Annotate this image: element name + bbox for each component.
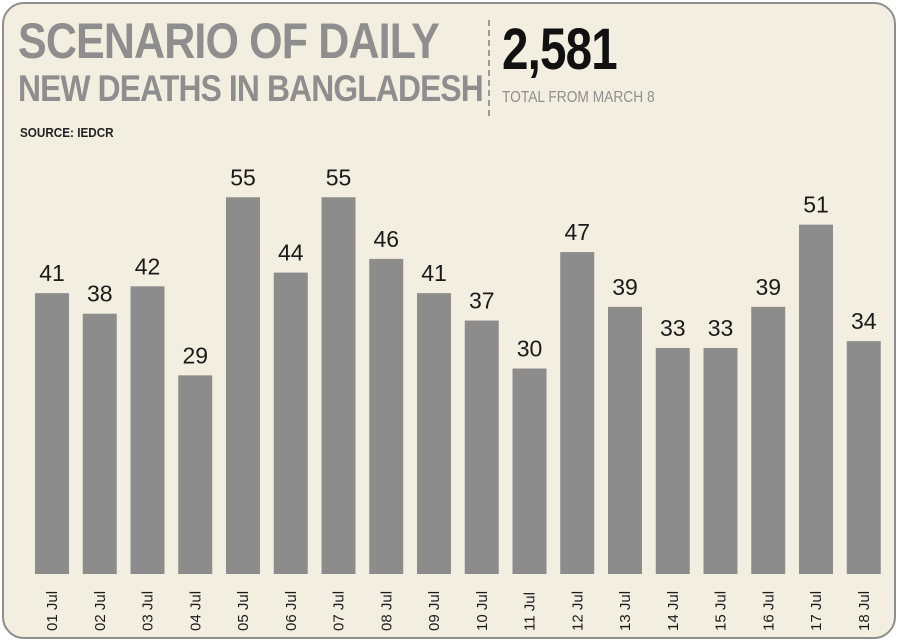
bar-15-jul — [703, 347, 738, 574]
bar-chart: 41 38 42 29 55 44 55 46 41 37 30 47 39 33 33 39 51 34 01 … — [35, 164, 881, 631]
bar-03-jul — [130, 286, 165, 574]
x-label-01-jul: 01 Jul — [44, 591, 61, 631]
x-label-17-jul: 17 Jul — [808, 591, 825, 631]
value-label-05-jul: 55 — [230, 164, 256, 190]
value-label-06-jul: 44 — [278, 240, 304, 266]
value-label-13-jul: 39 — [612, 274, 638, 300]
value-label-12-jul: 47 — [564, 219, 590, 245]
x-label-05-jul: 05 Jul — [235, 591, 252, 631]
bar-02-jul — [82, 313, 117, 574]
header-divider — [488, 20, 490, 116]
x-label-11-jul: 11 Jul — [522, 592, 539, 631]
value-label-18-jul: 34 — [851, 308, 877, 334]
x-label-09-jul: 09 Jul — [426, 591, 443, 631]
x-label-14-jul: 14 Jul — [665, 591, 682, 631]
value-label-07-jul: 55 — [326, 164, 352, 190]
bar-06-jul — [273, 272, 308, 574]
total-deaths-value: 2,581 — [502, 17, 618, 82]
value-label-10-jul: 37 — [469, 288, 495, 314]
total-deaths-label: TOTAL FROM MARCH 8 — [502, 89, 655, 106]
bar-01-jul — [35, 293, 69, 574]
x-label-15-jul: 15 Jul — [713, 591, 730, 631]
value-label-09-jul: 41 — [421, 260, 447, 286]
x-label-13-jul: 13 Jul — [617, 591, 634, 631]
source-label: SOURCE: IEDCR — [20, 125, 114, 140]
x-label-04-jul: 04 Jul — [187, 591, 204, 631]
value-label-02-jul: 38 — [87, 281, 113, 307]
bar-11-jul — [512, 368, 547, 574]
bar-13-jul — [608, 306, 642, 574]
bar-16-jul — [751, 306, 786, 574]
value-label-01-jul: 41 — [39, 260, 65, 286]
value-label-17-jul: 51 — [803, 192, 829, 218]
bar-18-jul — [846, 341, 881, 574]
bar-07-jul — [321, 197, 356, 574]
bar-09-jul — [417, 293, 451, 574]
value-label-14-jul: 33 — [660, 315, 686, 341]
x-label-10-jul: 10 Jul — [474, 591, 491, 631]
bar-10-jul — [464, 320, 499, 574]
x-label-06-jul: 06 Jul — [283, 591, 300, 631]
x-label-07-jul: 07 Jul — [331, 591, 348, 631]
value-label-16-jul: 39 — [755, 274, 781, 300]
x-label-16-jul: 16 Jul — [760, 591, 777, 631]
bar-08-jul — [369, 258, 404, 574]
x-label-18-jul: 18 Jul — [856, 591, 873, 631]
value-label-11-jul: 30 — [517, 336, 543, 362]
chart-title-line2: NEW DEATHS IN BANGLADESH — [18, 68, 484, 109]
value-labels-group: 41 38 42 29 55 44 55 46 41 37 30 47 39 33 33 39 51 34 — [39, 164, 877, 368]
value-label-03-jul: 42 — [135, 253, 161, 279]
bar-05-jul — [226, 197, 260, 574]
x-label-03-jul: 03 Jul — [140, 591, 157, 631]
bar-14-jul — [655, 347, 690, 574]
x-label-12-jul: 12 Jul — [569, 591, 586, 631]
x-label-08-jul: 08 Jul — [378, 591, 395, 631]
value-label-15-jul: 33 — [708, 315, 734, 341]
bar-17-jul — [799, 224, 833, 574]
value-label-04-jul: 29 — [182, 342, 208, 368]
bar-04-jul — [178, 375, 213, 574]
bars-group — [35, 197, 881, 575]
chart-title-line1: SCENARIO OF DAILY — [18, 13, 440, 69]
bar-12-jul — [560, 252, 595, 575]
value-label-08-jul: 46 — [373, 226, 399, 252]
x-axis-labels: 01 Jul 02 Jul 03 Jul 04 Jul 05 Jul 06 Jul 07 J… — [44, 591, 873, 631]
x-label-02-jul: 02 Jul — [92, 591, 109, 631]
